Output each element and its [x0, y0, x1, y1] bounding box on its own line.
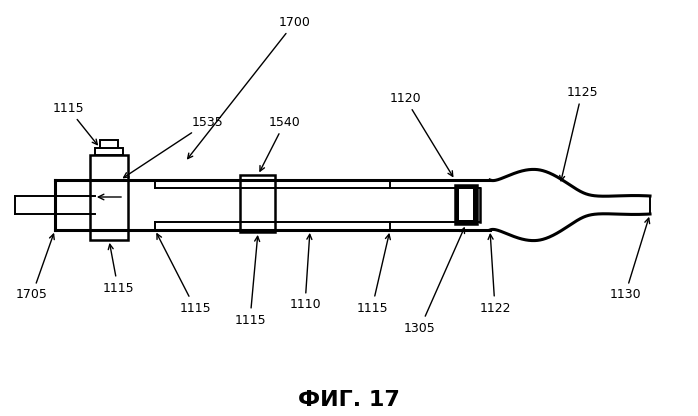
Text: 1305: 1305: [404, 228, 464, 334]
Text: 1115: 1115: [356, 234, 390, 314]
Text: 1535: 1535: [124, 116, 224, 178]
Bar: [95, 148, 123, 155]
Text: 1115: 1115: [52, 102, 97, 145]
Text: 1130: 1130: [609, 218, 650, 302]
Text: 1705: 1705: [16, 234, 54, 302]
Bar: [240, 175, 275, 232]
Text: 1122: 1122: [480, 234, 511, 314]
Bar: [90, 155, 128, 240]
Text: 1540: 1540: [260, 116, 301, 171]
Bar: [15, 196, 95, 214]
Text: 1700: 1700: [188, 15, 311, 158]
Text: 1115: 1115: [157, 234, 211, 314]
Bar: [100, 140, 118, 148]
Text: ФИГ. 17: ФИГ. 17: [298, 390, 400, 410]
Text: 1110: 1110: [289, 234, 321, 312]
Text: 1115: 1115: [102, 244, 134, 295]
Text: 1120: 1120: [389, 92, 453, 176]
Text: 1125: 1125: [560, 86, 597, 181]
Bar: [455, 185, 477, 224]
Text: 1115: 1115: [235, 236, 266, 327]
Bar: [459, 189, 473, 220]
